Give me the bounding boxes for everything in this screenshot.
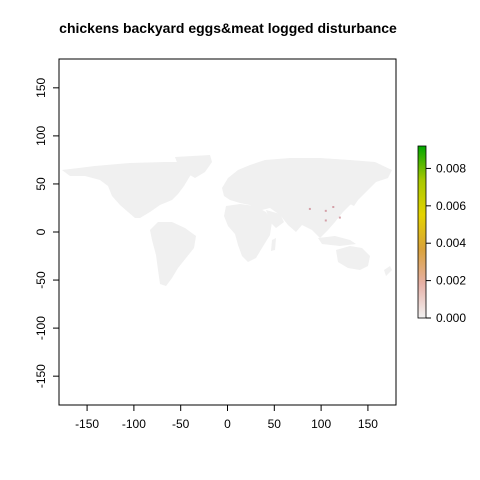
x-tick-label-2: -50 [172,417,190,431]
y-tick-label-0: -150 [34,364,48,388]
x-tick-label-0: -150 [75,417,99,431]
legend-color-bar [417,145,427,319]
land-arabia [266,210,284,228]
hotspot-4 [324,219,327,222]
y-tick-label-4: 50 [34,177,48,191]
plot-frame [58,58,397,406]
hotspot-0 [332,206,335,209]
x-axis: -150 -100 -50 0 50 100 150 [75,404,378,431]
y-tick-label-2: -50 [34,271,48,289]
land-africa [224,204,272,262]
x-tick-label-3: 0 [224,417,231,431]
y-tick-label-1: -100 [34,316,48,340]
land-eurasia [222,158,392,238]
land-madagascar [271,238,276,251]
legend-tick-label-1: 0.002 [436,274,466,288]
hotspot-layer [308,206,341,222]
y-axis: -150 -100 -50 0 50 100 150 [34,78,60,388]
x-tick-label-6: 150 [358,417,378,431]
legend-tick-label-4: 0.008 [436,161,466,175]
land-greenland [175,155,212,178]
legend-tick-label-3: 0.006 [436,199,466,213]
world-land-map [62,155,392,286]
land-north-america [62,162,200,218]
land-australia [336,246,370,270]
x-tick-label-4: 50 [268,417,282,431]
land-japan [350,192,358,206]
x-tick-label-5: 100 [311,417,331,431]
land-new-zealand [384,266,392,276]
chart-title: chickens backyard eggs&meat logged distu… [59,20,397,36]
hotspot-1 [324,209,327,212]
y-tick-label-6: 150 [34,78,48,98]
legend-tick-label-0: 0.000 [436,311,466,325]
hotspot-2 [308,207,311,210]
land-indonesia [318,236,356,246]
legend-tick-label-2: 0.004 [436,236,466,250]
land-south-america [150,222,196,286]
x-tick-label-1: -100 [122,417,146,431]
hotspot-3 [338,216,341,219]
y-tick-label-5: 100 [34,126,48,146]
y-tick-label-3: 0 [34,228,48,235]
color-legend: 0.000 0.002 0.004 0.006 0.008 [417,145,466,325]
